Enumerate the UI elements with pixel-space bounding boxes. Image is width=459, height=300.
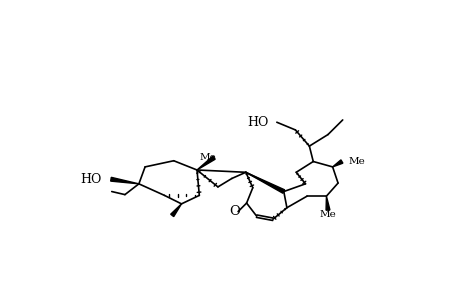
Text: HO: HO xyxy=(247,116,269,129)
Text: Me: Me xyxy=(319,210,336,219)
Polygon shape xyxy=(325,196,329,210)
Polygon shape xyxy=(170,204,181,217)
Text: O: O xyxy=(228,205,239,218)
Polygon shape xyxy=(111,177,139,184)
Text: Me: Me xyxy=(347,157,364,166)
Polygon shape xyxy=(196,156,215,170)
Polygon shape xyxy=(245,172,284,193)
Polygon shape xyxy=(332,160,342,167)
Text: HO: HO xyxy=(80,173,101,186)
Text: Me: Me xyxy=(199,153,216,162)
